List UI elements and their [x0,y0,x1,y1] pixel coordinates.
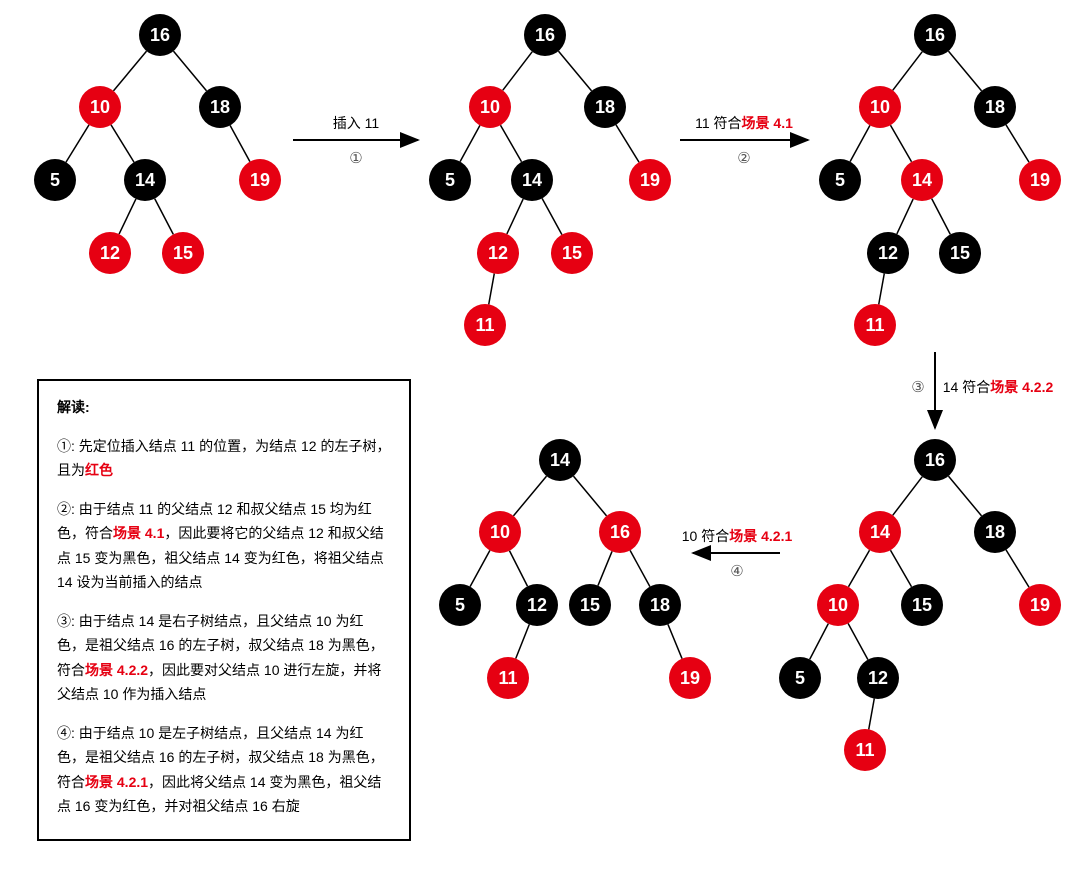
node-label-t4-11: 11 [855,740,874,760]
node-label-t2-5: 5 [445,170,455,190]
arrow-step-a3: ③ [911,379,924,396]
node-label-t3-19: 19 [1030,170,1050,190]
legend-item-1: ①: 先定位插入结点 11 的位置，为结点 12 的左子树，且为红色 [57,434,391,483]
node-label-t1-14: 14 [135,170,155,190]
node-label-t5-15: 15 [580,595,600,615]
node-label-t1-18: 18 [210,97,230,117]
legend-title: 解读: [57,395,391,420]
node-label-t5-18: 18 [650,595,670,615]
node-label-t3-15: 15 [950,243,970,263]
node-label-t4-16: 16 [925,450,945,470]
edge-t1-10-5 [66,125,89,162]
edge-t4-18-19 [1006,550,1029,587]
edge-t1-18-19 [230,125,250,161]
edge-t4-16-18 [948,476,981,516]
node-label-t2-14: 14 [522,170,542,190]
node-label-t5-19: 19 [680,668,700,688]
arrow-label-a1: 插入 11 [333,115,380,131]
edge-t5-18-19 [668,624,682,658]
node-label-t4-12: 12 [868,668,888,688]
arrow-step-a2: ② [737,150,750,167]
legend-box: 解读: ①: 先定位插入结点 11 的位置，为结点 12 的左子树，且为红色 ②: … [37,379,411,841]
node-label-t2-11: 11 [475,315,494,335]
edge-t3-16-18 [948,51,981,91]
edge-t5-16-18 [630,550,650,586]
edge-t1-10-14 [111,125,134,162]
edge-t4-16-14 [893,477,923,516]
node-label-t3-10: 10 [870,97,890,117]
edge-t2-10-14 [500,125,521,162]
node-label-t3-18: 18 [985,97,1005,117]
node-label-t2-10: 10 [480,97,500,117]
node-label-t4-14: 14 [870,522,890,542]
edge-t2-16-18 [558,51,591,91]
edge-t5-10-5 [470,550,490,586]
edge-t4-14-15 [890,550,911,587]
legend-item-3: ③: 由于结点 14 是右子树结点，且父结点 10 为红色，是祖父结点 16 的… [57,609,391,707]
arrow-step-a1: ① [349,150,362,167]
node-label-t2-12: 12 [488,243,508,263]
edge-t4-14-10 [848,550,869,587]
edge-t1-14-15 [155,199,174,235]
edge-t2-16-10 [503,52,533,91]
edge-t2-10-5 [460,125,480,161]
node-label-t3-5: 5 [835,170,845,190]
node-label-t4-10: 10 [828,595,848,615]
edge-t5-16-15 [598,551,612,585]
node-label-t3-12: 12 [878,243,898,263]
node-label-t2-19: 19 [640,170,660,190]
node-label-t5-14: 14 [550,450,570,470]
edge-t2-18-19 [616,125,639,162]
edge-t2-14-12 [507,199,523,234]
node-label-t1-5: 5 [50,170,60,190]
edge-t1-16-18 [173,51,206,91]
edge-t3-12-11 [879,274,885,305]
node-label-t1-10: 10 [90,97,110,117]
edge-t1-16-10 [113,51,146,91]
node-label-t5-5: 5 [455,595,465,615]
node-label-t3-11: 11 [865,315,884,335]
arrow-step-a4: ④ [730,563,743,580]
node-label-t1-16: 16 [150,25,170,45]
edge-t5-10-12 [509,551,527,587]
edge-t2-14-15 [542,198,562,234]
node-label-t5-11: 11 [498,668,517,688]
edge-t4-10-12 [848,623,868,659]
edge-t4-10-5 [810,624,829,660]
node-label-t5-12: 12 [527,595,547,615]
edge-t4-12-11 [869,699,875,730]
edge-t3-16-10 [893,52,923,91]
diagram-stage: 16 10 18 5 14 19 12 15 16 10 18 5 14 19 12 15 11 16 10 18 5 1… [0,0,1080,879]
node-label-t5-16: 16 [610,522,630,542]
edge-t3-14-12 [897,199,913,234]
legend-item-4: ④: 由于结点 10 是左子树结点，且父结点 14 为红色，是祖父结点 16 的… [57,721,391,819]
edge-t3-14-15 [932,199,951,235]
node-label-t3-16: 16 [925,25,945,45]
node-label-t1-15: 15 [173,243,193,263]
edge-t1-14-12 [119,199,136,234]
arrow-label-a2: 11 符合场景 4.1 [695,115,793,131]
node-label-t5-10: 10 [490,522,510,542]
edge-t5-14-16 [573,476,606,516]
edge-t3-10-14 [890,125,911,162]
node-label-t4-18: 18 [985,522,1005,542]
node-label-t2-18: 18 [595,97,615,117]
node-label-t3-14: 14 [912,170,932,190]
node-label-t4-15: 15 [912,595,932,615]
edge-t3-18-19 [1006,125,1029,162]
edge-t3-10-5 [850,125,870,161]
node-label-t4-19: 19 [1030,595,1050,615]
node-label-t2-15: 15 [562,243,582,263]
legend-item-2: ②: 由于结点 11 的父结点 12 和叔父结点 15 均为红色，符合场景 4.… [57,497,391,595]
edge-t5-14-10 [513,476,546,516]
arrow-label-a4: 10 符合场景 4.2.1 [682,528,793,544]
node-label-t1-12: 12 [100,243,120,263]
node-label-t2-16: 16 [535,25,555,45]
edge-t5-12-11 [516,625,529,659]
node-label-t1-19: 19 [250,170,270,190]
node-label-t4-5: 5 [795,668,805,688]
edge-t2-12-11 [489,274,495,305]
arrow-label-a3: 14 符合场景 4.2.2 [943,379,1054,395]
